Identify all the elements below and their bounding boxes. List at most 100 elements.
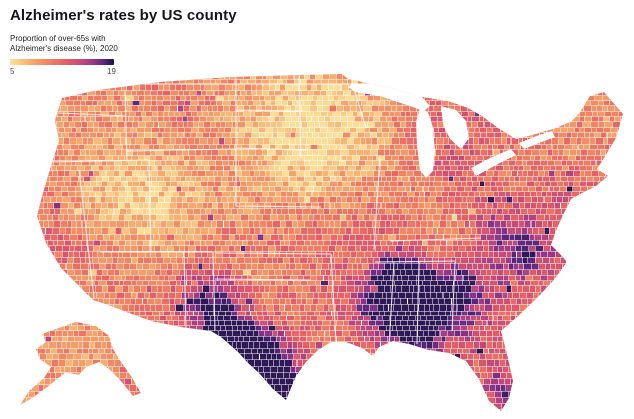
county bbox=[217, 202, 224, 210]
county bbox=[484, 83, 491, 92]
county bbox=[456, 310, 462, 317]
county bbox=[20, 170, 27, 177]
county bbox=[76, 320, 84, 327]
county bbox=[63, 291, 71, 299]
county bbox=[530, 202, 537, 210]
county bbox=[223, 315, 232, 321]
county bbox=[544, 111, 552, 117]
county bbox=[142, 116, 151, 122]
county bbox=[20, 105, 22, 112]
county bbox=[349, 186, 355, 192]
county bbox=[608, 95, 617, 101]
county bbox=[596, 105, 603, 112]
county bbox=[380, 213, 388, 222]
county bbox=[381, 291, 388, 299]
county bbox=[459, 320, 467, 327]
county bbox=[131, 175, 140, 182]
county bbox=[382, 74, 389, 80]
county bbox=[332, 132, 338, 139]
county bbox=[360, 325, 367, 332]
county bbox=[594, 95, 603, 101]
county bbox=[93, 170, 101, 177]
county bbox=[340, 121, 348, 128]
county bbox=[529, 95, 535, 101]
county bbox=[349, 330, 358, 337]
county bbox=[549, 227, 556, 235]
county bbox=[507, 100, 513, 106]
county bbox=[217, 208, 225, 215]
county bbox=[574, 250, 582, 258]
county bbox=[436, 111, 443, 117]
county bbox=[319, 310, 327, 317]
county bbox=[363, 285, 372, 293]
county bbox=[95, 148, 104, 156]
county bbox=[86, 330, 93, 337]
county bbox=[133, 320, 141, 327]
county bbox=[84, 144, 93, 150]
county bbox=[371, 208, 379, 215]
county bbox=[562, 213, 569, 222]
county bbox=[419, 335, 426, 343]
county bbox=[63, 95, 71, 101]
county bbox=[625, 149, 632, 156]
county bbox=[255, 291, 263, 299]
county bbox=[188, 180, 194, 187]
county bbox=[195, 175, 202, 182]
county bbox=[401, 280, 408, 286]
county bbox=[291, 335, 300, 343]
county bbox=[275, 100, 283, 106]
county bbox=[453, 180, 462, 187]
county bbox=[488, 245, 494, 252]
county bbox=[373, 116, 380, 122]
county bbox=[88, 79, 96, 85]
county bbox=[357, 315, 364, 321]
county bbox=[14, 112, 20, 117]
county bbox=[266, 227, 274, 235]
county bbox=[20, 170, 21, 177]
county bbox=[221, 196, 228, 203]
county bbox=[550, 291, 559, 299]
county bbox=[229, 250, 237, 258]
county bbox=[523, 148, 533, 156]
county bbox=[144, 90, 151, 96]
county bbox=[197, 320, 206, 327]
county bbox=[474, 257, 482, 264]
county bbox=[101, 137, 108, 145]
county bbox=[582, 202, 591, 210]
county bbox=[543, 213, 550, 222]
county bbox=[158, 227, 165, 235]
county bbox=[170, 137, 176, 145]
county bbox=[516, 250, 522, 258]
county bbox=[293, 227, 302, 235]
county bbox=[168, 213, 174, 222]
county bbox=[90, 335, 99, 343]
county bbox=[52, 227, 60, 235]
county bbox=[541, 315, 549, 321]
county bbox=[472, 330, 481, 337]
county bbox=[20, 148, 27, 156]
county bbox=[592, 111, 598, 117]
county bbox=[526, 160, 534, 166]
county bbox=[589, 137, 596, 145]
county bbox=[483, 274, 491, 282]
county bbox=[24, 111, 33, 117]
county bbox=[158, 234, 167, 241]
county bbox=[37, 170, 46, 177]
county bbox=[215, 280, 222, 286]
county bbox=[610, 335, 617, 343]
county bbox=[266, 239, 275, 247]
county bbox=[183, 132, 191, 139]
county bbox=[615, 239, 621, 247]
county bbox=[52, 213, 60, 222]
county bbox=[88, 291, 97, 299]
county bbox=[526, 175, 533, 182]
county bbox=[222, 191, 231, 197]
county bbox=[568, 208, 577, 215]
county bbox=[569, 274, 578, 282]
county bbox=[581, 90, 590, 96]
county bbox=[342, 90, 352, 96]
county bbox=[169, 132, 178, 139]
county bbox=[507, 227, 516, 235]
county bbox=[20, 263, 22, 270]
county bbox=[67, 186, 76, 192]
